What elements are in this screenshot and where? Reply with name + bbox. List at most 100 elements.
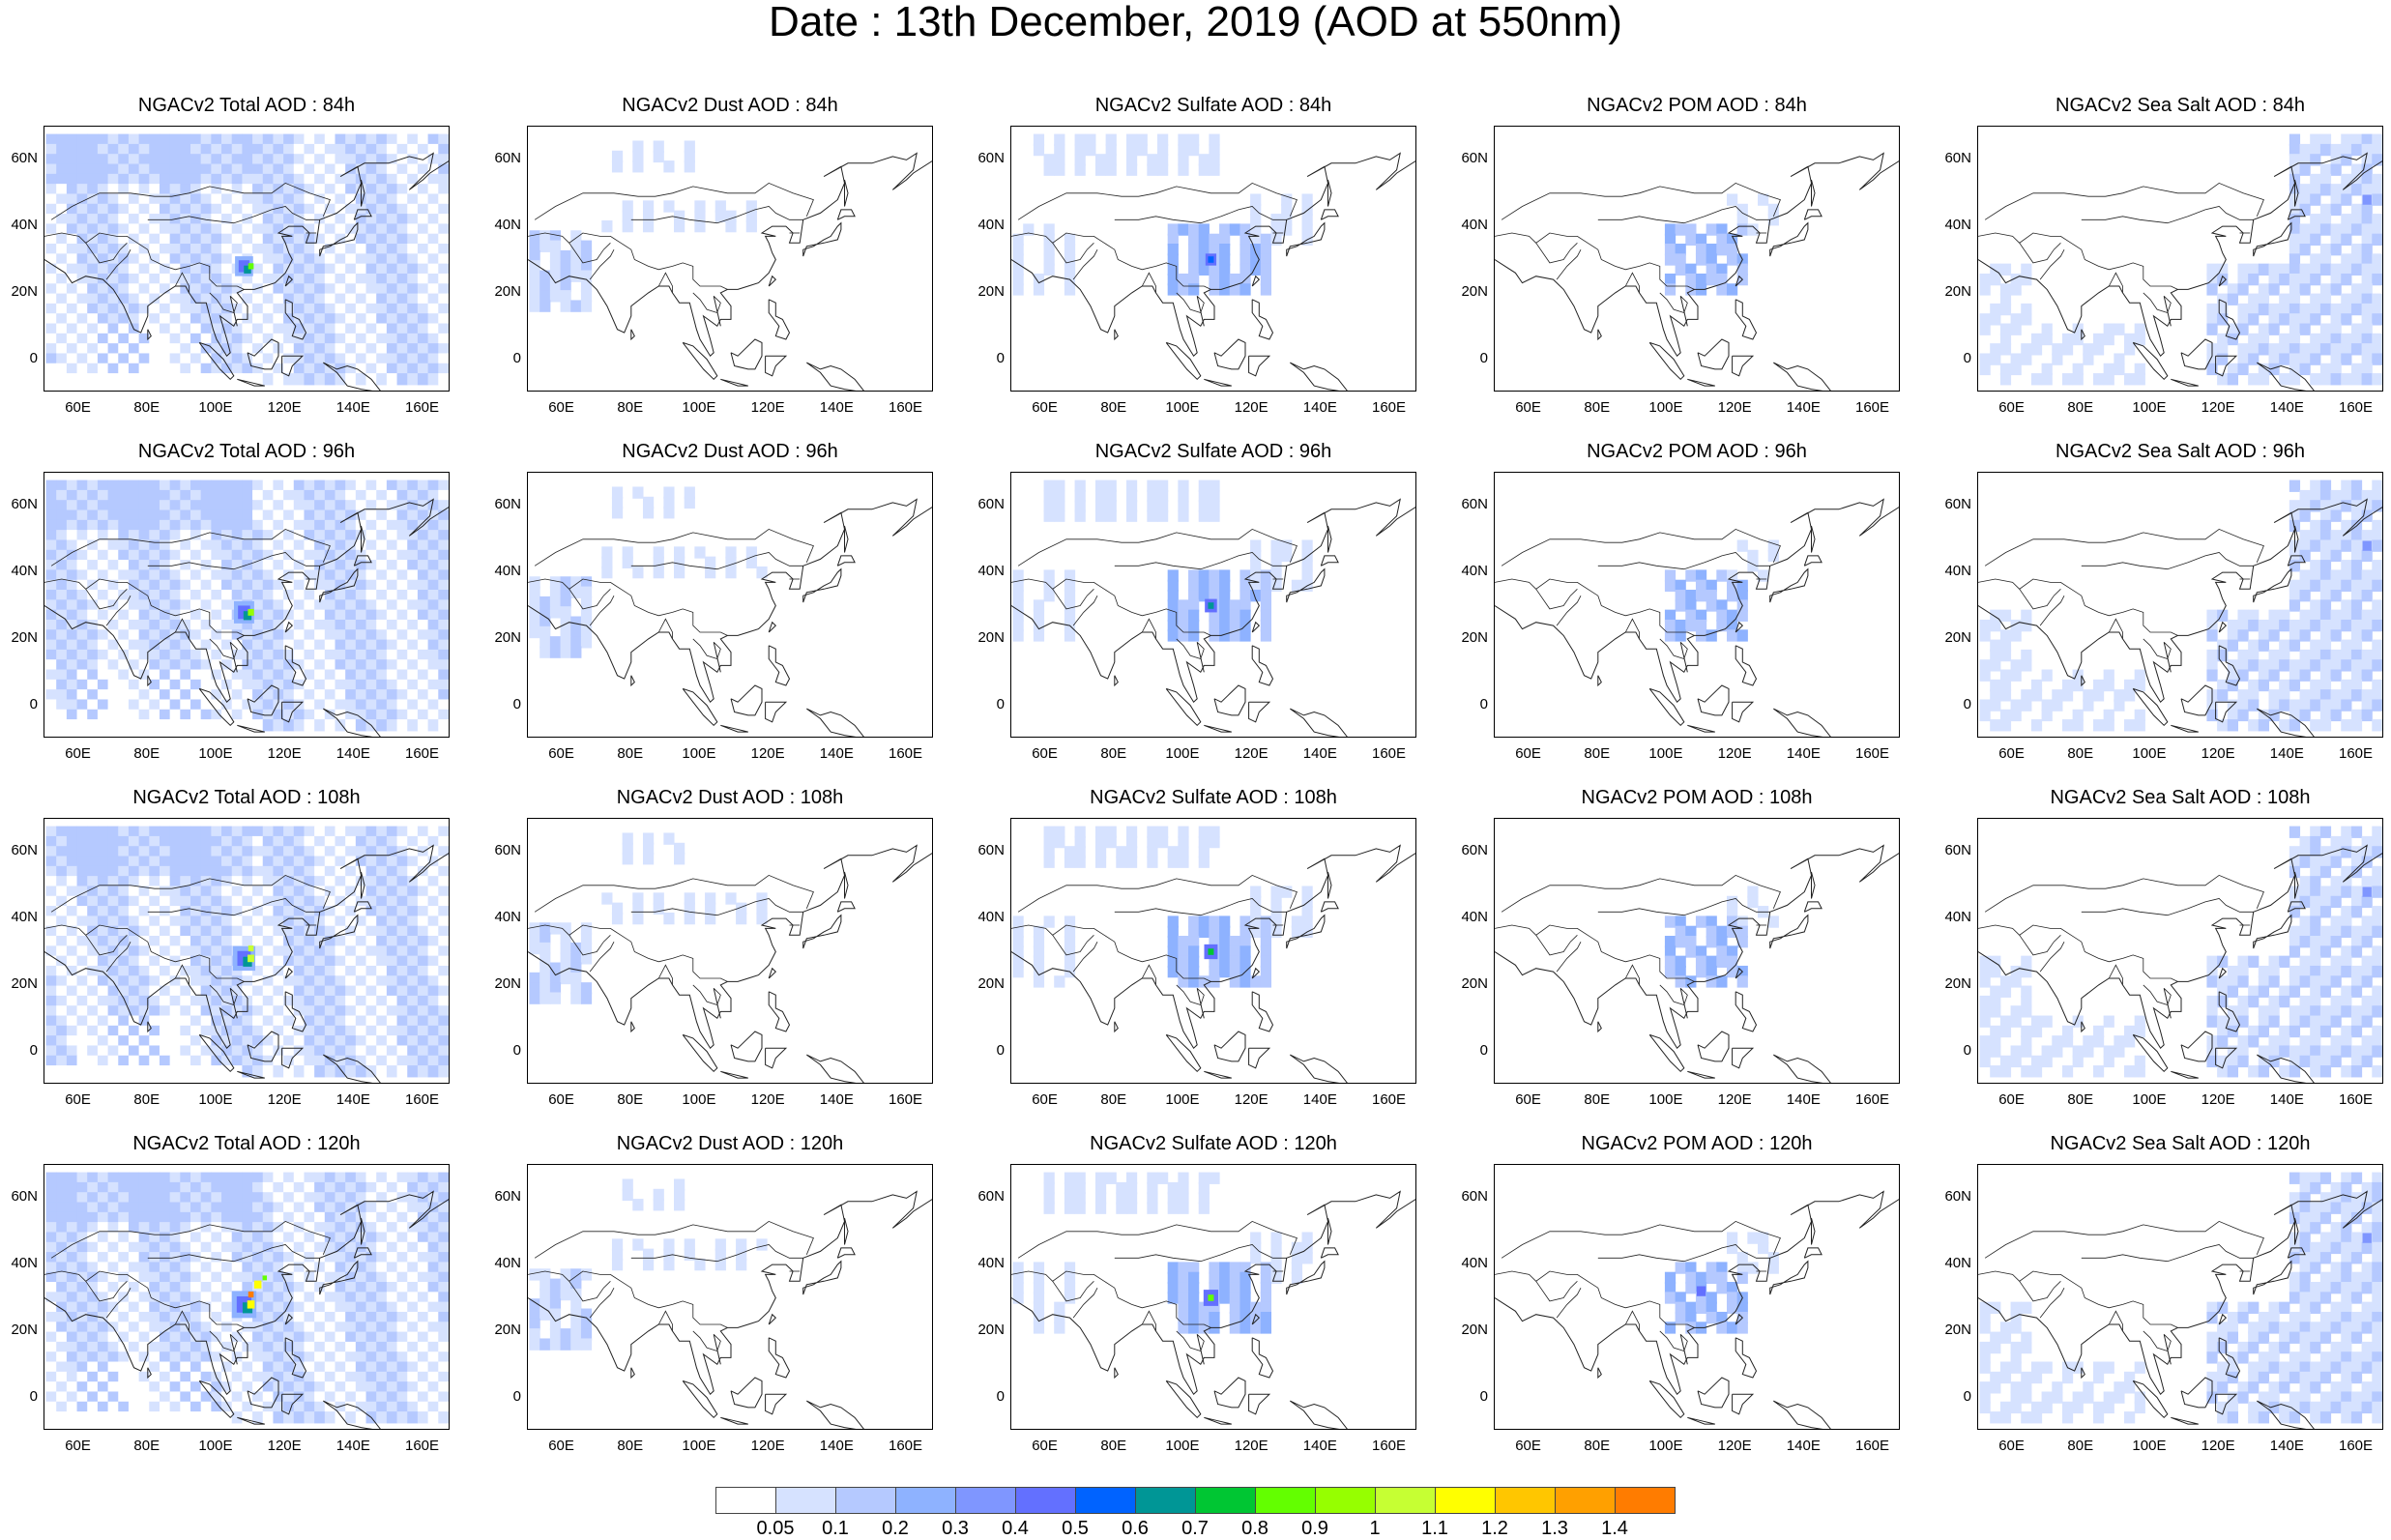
aod-cell <box>108 373 119 385</box>
aod-cell <box>1013 966 1024 977</box>
aod-cell <box>663 507 674 518</box>
aod-cell <box>1106 510 1117 522</box>
aod-cell <box>1188 144 1199 156</box>
aod-cell <box>2331 670 2342 682</box>
aod-cell <box>2011 710 2022 721</box>
aod-cell <box>632 913 643 924</box>
aod-cell <box>2279 313 2289 325</box>
aod-cell <box>407 1065 418 1077</box>
aod-cell <box>1706 629 1717 641</box>
aod-cell <box>2372 699 2382 711</box>
coastline <box>1598 676 1602 685</box>
aod-cell <box>1696 915 1706 927</box>
aod-cell <box>418 373 428 385</box>
aod-cell <box>1095 164 1106 176</box>
aod-cell <box>2279 620 2289 631</box>
aod-cell <box>2362 896 2373 908</box>
aod-cell <box>1095 857 1106 868</box>
longitude-label: 100E <box>1642 745 1690 762</box>
aod-cell <box>685 160 695 172</box>
aod-cell <box>1044 590 1055 601</box>
longitude-label: 140E <box>1779 399 1827 416</box>
aod-cell <box>2021 313 2031 325</box>
coastline <box>1680 296 1687 326</box>
longitude-label: 140E <box>1779 745 1827 762</box>
aod-cell <box>530 300 540 311</box>
aod-cell <box>2237 629 2248 641</box>
aod-cell <box>2310 659 2320 671</box>
aod-cell <box>1737 975 1748 987</box>
aod-cell <box>570 271 581 282</box>
aod-cell <box>2124 719 2135 731</box>
aod-cell <box>1696 966 1706 977</box>
aod-map <box>1978 473 2383 738</box>
aod-cell <box>612 160 623 172</box>
latitude-label: 20N <box>0 629 38 646</box>
aod-cell <box>1034 144 1044 156</box>
aod-cell <box>2062 373 2073 385</box>
aod-cell <box>1747 896 1758 908</box>
aod-cell <box>570 646 581 657</box>
aod-cell <box>1990 699 2000 711</box>
aod-cell <box>643 507 654 518</box>
coastline <box>1698 1032 1729 1061</box>
longitude-label: 60E <box>1504 1091 1553 1108</box>
aod-cell <box>643 853 654 864</box>
panel-title: NGACv2 Sea Salt AOD : 96h <box>1977 441 2383 462</box>
coastline <box>1290 363 1349 392</box>
aod-cell <box>1727 590 1737 601</box>
longitude-label: 120E <box>744 399 792 416</box>
aod-cell <box>139 373 150 385</box>
aod-cell <box>1147 510 1157 522</box>
aod-cell <box>1696 590 1706 601</box>
aod-map <box>1495 127 1900 392</box>
aod-cell <box>87 1065 98 1077</box>
coastline <box>1115 1022 1119 1032</box>
aod-cell <box>2331 510 2342 522</box>
coastline <box>720 1071 748 1078</box>
aod-cell <box>2351 719 2362 731</box>
aod-cell <box>1990 659 2000 671</box>
aod-cell <box>2052 699 2062 711</box>
coastline <box>1252 623 1259 632</box>
aod-cell <box>601 220 612 232</box>
aod-cell <box>2083 699 2093 711</box>
aod-cell <box>1990 620 2000 631</box>
coastline <box>1687 379 1715 386</box>
aod-cell <box>2331 164 2342 176</box>
longitude-label: 140E <box>1296 745 1344 762</box>
aod-cell <box>1208 256 1213 263</box>
aod-cell <box>1706 975 1717 987</box>
country-border <box>2020 243 2061 263</box>
coastline <box>1698 339 1729 369</box>
aod-cell <box>2320 986 2331 998</box>
latitude-label: 0 <box>966 1042 1005 1059</box>
latitude-label: 60N <box>1449 842 1488 858</box>
aod-cell <box>67 373 77 385</box>
panel-title: NGACv2 Sulfate AOD : 96h <box>1010 441 1416 462</box>
coastline <box>803 915 841 948</box>
longitude-label: 80E <box>1090 399 1138 416</box>
longitude-label: 60E <box>1021 745 1069 762</box>
aod-cell <box>530 992 540 1003</box>
coastline <box>1252 646 1272 685</box>
aod-cell <box>294 1065 305 1077</box>
aod-cell <box>2268 283 2279 295</box>
aod-map <box>1978 819 2383 1084</box>
aod-cell <box>2372 580 2382 592</box>
aod-cell <box>1261 283 1271 295</box>
aod-cell <box>2000 650 2011 661</box>
panel-title: NGACv2 POM AOD : 96h <box>1494 441 1900 462</box>
aod-cell <box>2011 363 2022 375</box>
aod-cell <box>1727 253 1737 265</box>
aod-cell <box>1219 966 1230 977</box>
coastline <box>631 1022 635 1032</box>
panel-title: NGACv2 Dust AOD : 84h <box>527 95 933 116</box>
aod-cell <box>2248 719 2259 731</box>
aod-cell <box>87 373 98 385</box>
aod-cell <box>2062 719 2073 731</box>
aod-cell <box>1157 510 1168 522</box>
aod-cell <box>438 719 449 731</box>
aod-cell <box>2372 620 2382 631</box>
aod-cell <box>170 719 181 731</box>
